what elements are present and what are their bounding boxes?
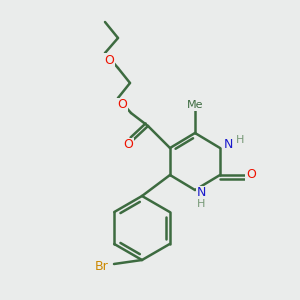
Text: N: N [223, 139, 233, 152]
Text: Me: Me [187, 100, 203, 110]
Text: O: O [117, 98, 127, 112]
Text: O: O [104, 53, 114, 67]
Text: N: N [196, 187, 206, 200]
Text: H: H [197, 199, 205, 209]
Text: Br: Br [95, 260, 109, 272]
Text: O: O [246, 169, 256, 182]
Text: O: O [123, 139, 133, 152]
Text: H: H [236, 135, 244, 145]
